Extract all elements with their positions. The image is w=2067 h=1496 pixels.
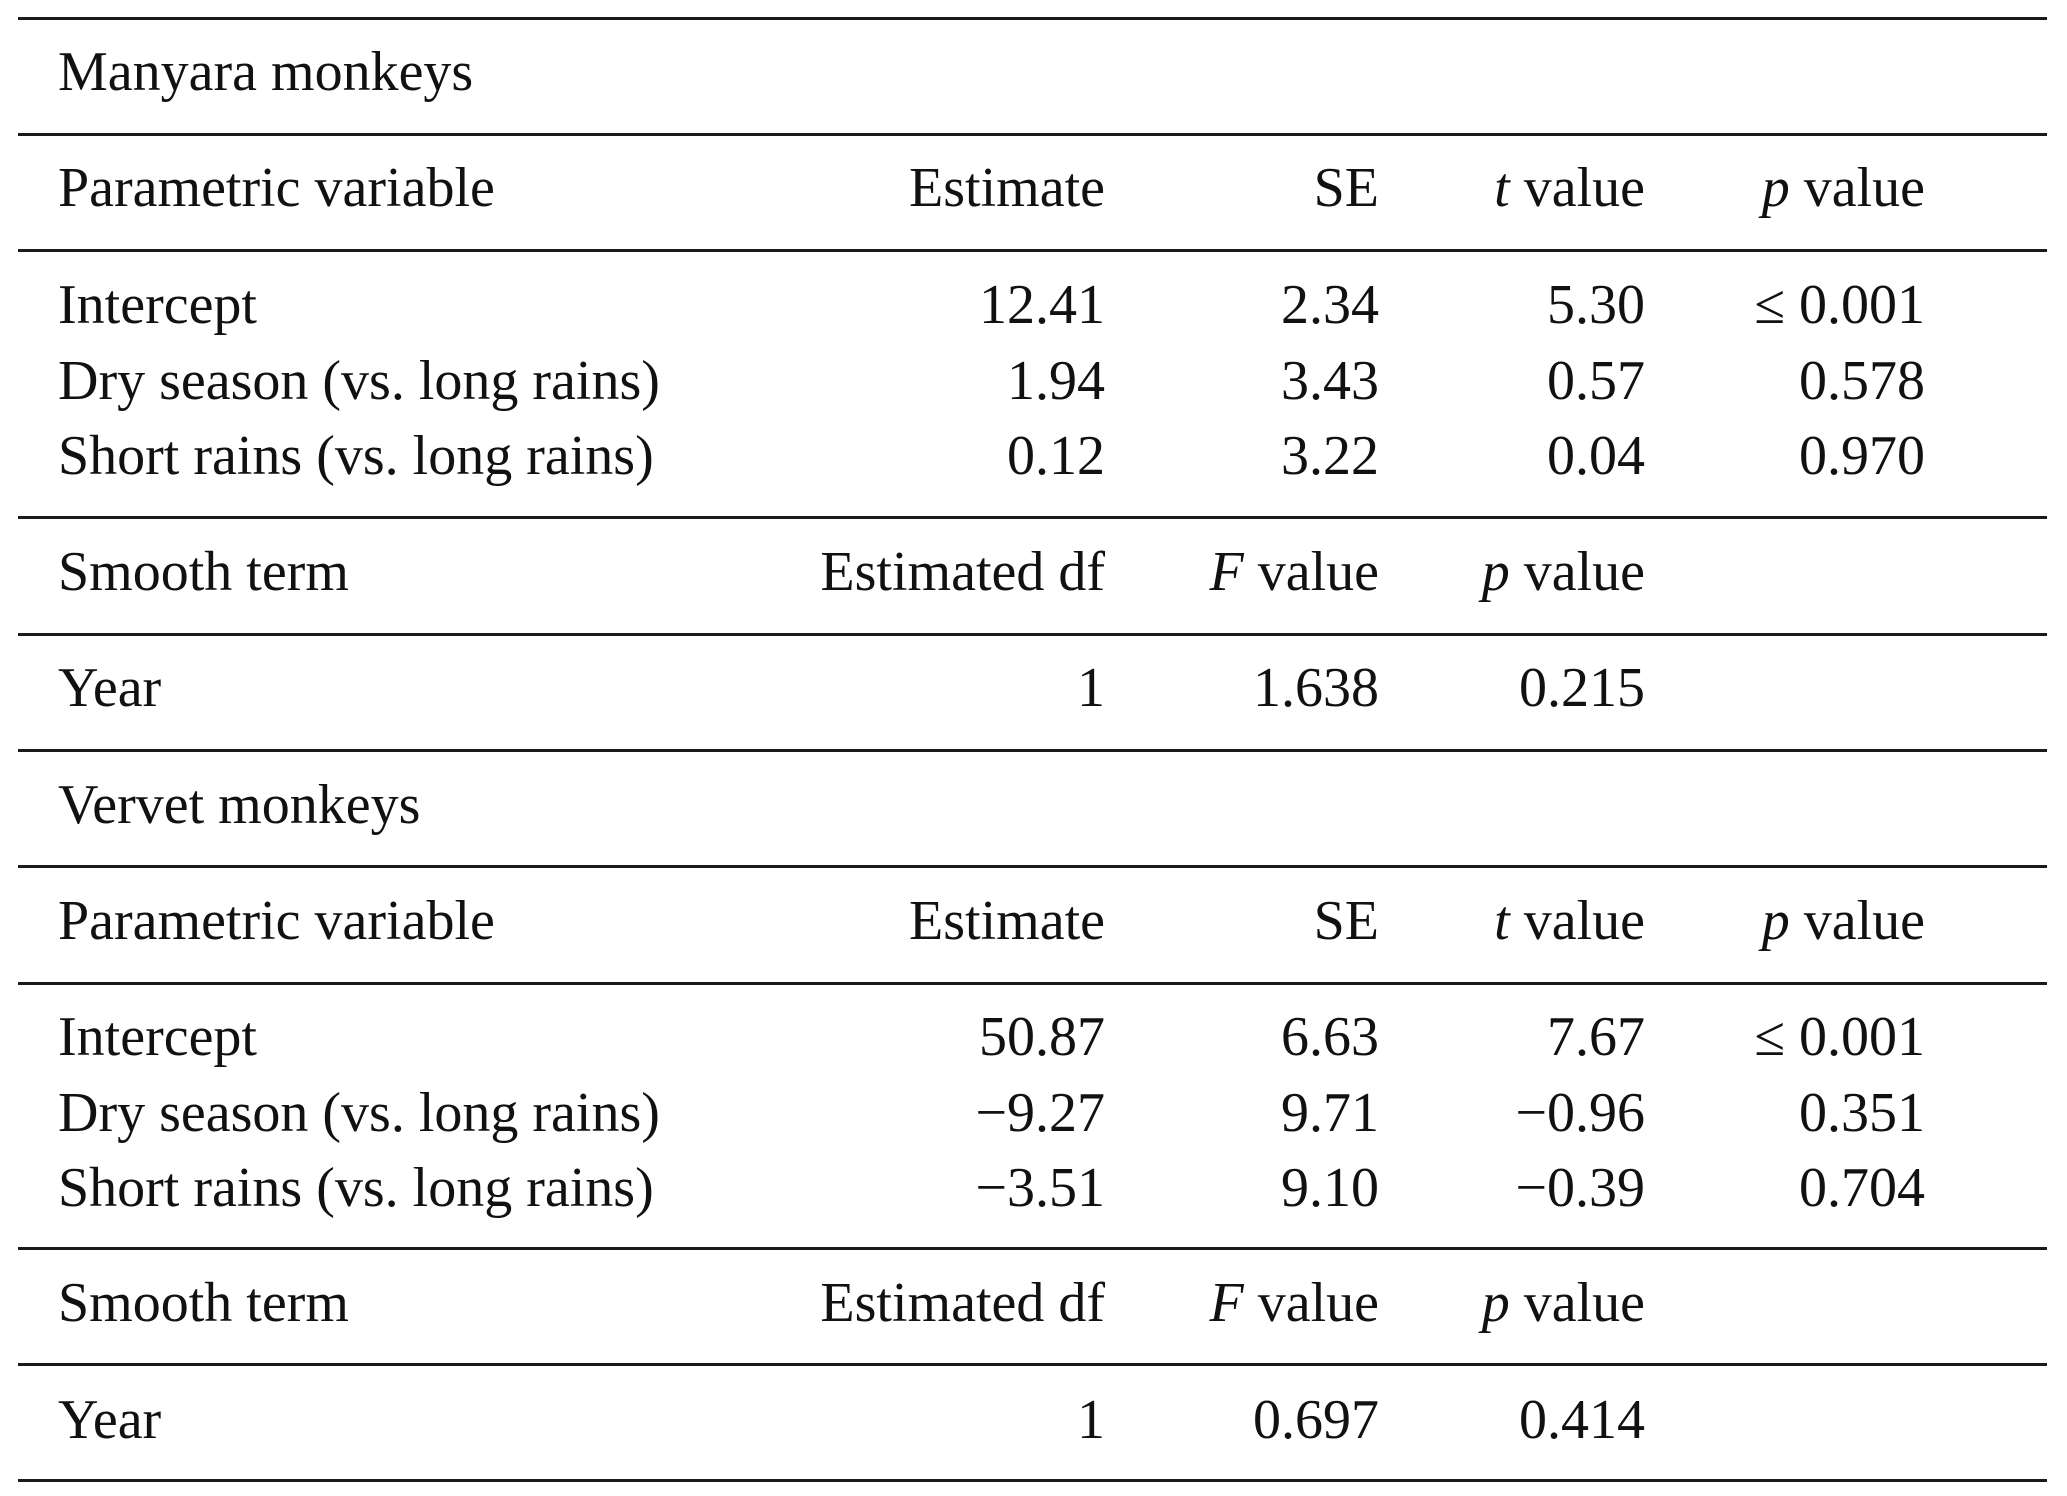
header-t-value: t value [1494,890,1645,952]
row-variable: Intercept [58,1006,257,1068]
row-t: 0.57 [1547,350,1645,412]
row-variable: Dry season (vs. long rains) [58,1082,660,1144]
header-se: SE [1313,890,1379,952]
rule [18,982,2047,985]
row-se: 2.34 [1281,274,1379,336]
row-t: −0.39 [1515,1157,1645,1219]
row-estimate: 50.87 [979,1006,1105,1068]
row-estimate: 0.12 [1007,425,1105,487]
rule [18,249,2047,252]
row-estimate: −3.51 [975,1157,1105,1219]
top-rule [18,17,2047,20]
row-t: 5.30 [1547,274,1645,336]
row-se: 3.22 [1281,425,1379,487]
row-t: 7.67 [1547,1006,1645,1068]
header-se: SE [1313,157,1379,219]
header-smooth-term: Smooth term [58,541,349,603]
row-p: 0.351 [1799,1082,1925,1144]
row-estimate: 1.94 [1007,350,1105,412]
header-p-value: p value [1481,1272,1645,1334]
row-se: 9.10 [1281,1157,1379,1219]
rule [18,1247,2047,1250]
bottom-rule [18,1479,2047,1482]
row-p: 0.704 [1799,1157,1925,1219]
rule [18,133,2047,136]
rule [18,633,2047,636]
header-estimate: Estimate [909,157,1105,219]
row-term: Year [58,1389,162,1451]
header-p-value: p value [1761,157,1925,219]
row-p: 0.215 [1519,657,1645,719]
rule [18,1363,2047,1366]
section-title: Vervet monkeys [58,774,421,836]
row-p: ≤ 0.001 [1754,1006,1925,1068]
header-f-value: F value [1209,541,1380,603]
row-se: 6.63 [1281,1006,1379,1068]
header-smooth-term: Smooth term [58,1272,349,1334]
row-t: 0.04 [1547,425,1645,487]
row-variable: Short rains (vs. long rains) [58,1157,654,1219]
row-estimate: 12.41 [979,274,1105,336]
row-p: 0.970 [1799,425,1925,487]
row-edf: 1 [1077,1389,1105,1451]
header-variable: Parametric variable [58,157,495,219]
row-se: 9.71 [1281,1082,1379,1144]
header-estimate: Estimate [909,890,1105,952]
row-p: 0.414 [1519,1389,1645,1451]
rule [18,749,2047,752]
row-edf: 1 [1077,657,1105,719]
rule [18,865,2047,868]
header-estimated-df: Estimated df [820,541,1105,603]
row-variable: Short rains (vs. long rains) [58,425,654,487]
header-variable: Parametric variable [58,890,495,952]
row-f: 0.697 [1253,1389,1379,1451]
row-estimate: −9.27 [975,1082,1105,1144]
section-title: Manyara monkeys [58,41,474,103]
row-term: Year [58,657,162,719]
header-p-value: p value [1761,890,1925,952]
row-f: 1.638 [1253,657,1379,719]
row-p: 0.578 [1799,350,1925,412]
row-variable: Intercept [58,274,257,336]
row-t: −0.96 [1515,1082,1645,1144]
header-p-value: p value [1481,541,1645,603]
rule [18,516,2047,519]
row-p: ≤ 0.001 [1754,274,1925,336]
header-f-value: F value [1209,1272,1380,1334]
row-variable: Dry season (vs. long rains) [58,350,660,412]
header-t-value: t value [1494,157,1645,219]
row-se: 3.43 [1281,350,1379,412]
header-estimated-df: Estimated df [820,1272,1105,1334]
